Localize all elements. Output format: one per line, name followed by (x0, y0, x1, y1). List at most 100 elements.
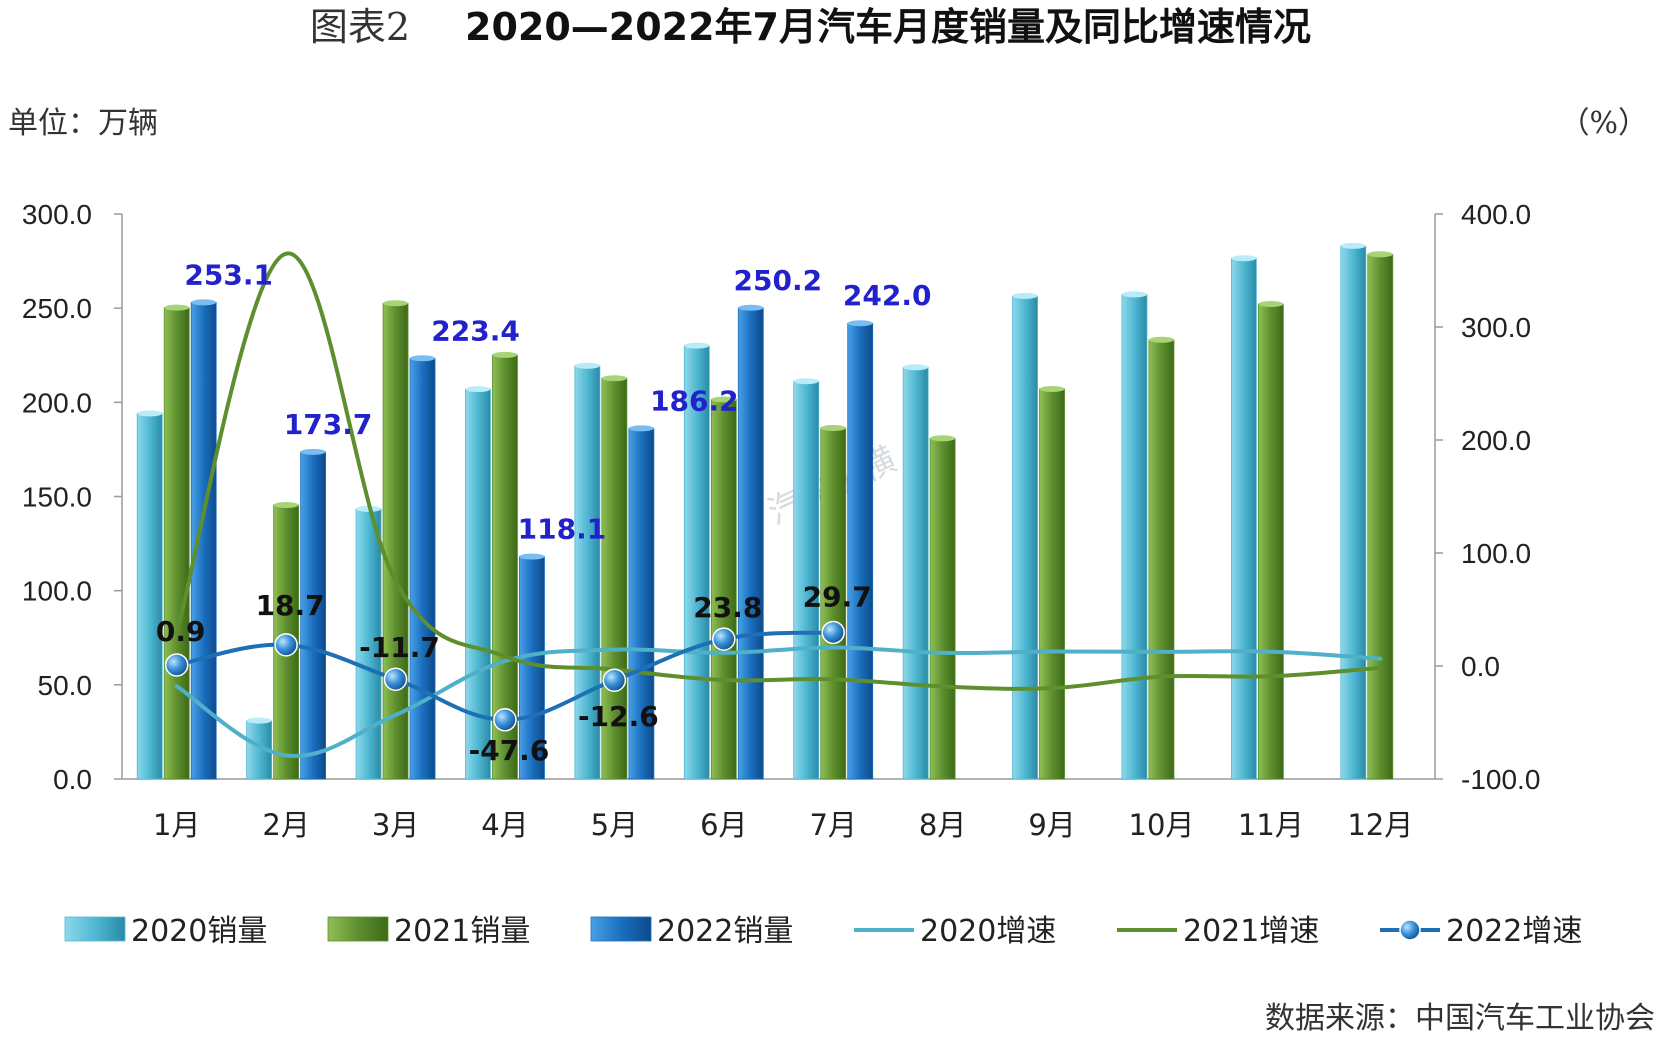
bar (574, 365, 601, 780)
x-tick-label: 10月 (1129, 808, 1195, 842)
legend: 2020销量 2021销量 2022销量 2020增速 2021增速 2022增速 (64, 914, 1582, 949)
right-tick-label: 0.0 (1461, 651, 1500, 682)
legend-swatch-bar (590, 916, 652, 942)
bar (382, 302, 409, 780)
bar-cap (137, 410, 163, 417)
bar (710, 399, 737, 780)
left-axis-unit: 单位：万辆 (8, 106, 158, 141)
bar-cap (738, 304, 764, 311)
bar (190, 301, 217, 780)
x-tick-label: 12月 (1347, 808, 1413, 842)
bar-value-label: 186.2 (650, 384, 739, 417)
data-labels-group: 253.1 173.7 223.4 118.1 186.2 250.2 242.0 0.9 18… (156, 258, 932, 766)
line-value-label: -12.6 (578, 700, 659, 733)
bar (902, 366, 929, 780)
bar-cap (1367, 251, 1393, 258)
line-marker (602, 668, 627, 692)
bar (1012, 295, 1038, 780)
chart-title: 2020—2022年7月汽车月度销量及同比增速情况 (465, 5, 1311, 49)
chart-title-prefix: 图表2 (310, 5, 410, 49)
bar (1230, 257, 1257, 780)
right-tick-label: 400.0 (1461, 199, 1531, 230)
bar-cap (930, 435, 956, 442)
legend-label: 2021销量 (394, 914, 530, 949)
line-value-label: -47.6 (469, 734, 550, 767)
line-value-label: 18.7 (256, 589, 325, 622)
bar-cap (410, 355, 436, 362)
line-series (174, 251, 1383, 691)
line-marker (493, 708, 517, 732)
bar (683, 345, 710, 780)
line-marker (383, 667, 408, 691)
bar-cap (1258, 301, 1284, 308)
bar-value-label: 118.1 (518, 513, 607, 546)
bar (1367, 253, 1394, 780)
bar-cap (383, 300, 409, 307)
x-tick-label: 8月 (919, 808, 966, 842)
left-tick-label: 100.0 (22, 576, 92, 607)
left-tick-label: 50.0 (38, 670, 93, 701)
bar-cap (574, 362, 600, 369)
line-marker (164, 653, 189, 677)
bar-cap (820, 424, 846, 431)
data-source: 数据来源：中国汽车工业协会 (1265, 1001, 1655, 1036)
bar-cap (1039, 385, 1065, 392)
left-tick-label: 150.0 (22, 482, 92, 513)
legend-label: 2020增速 (920, 914, 1056, 949)
bar-cap (1121, 291, 1147, 298)
x-tick-label: 2月 (262, 808, 309, 842)
line-series (174, 645, 1383, 758)
x-tick-label: 6月 (700, 808, 747, 842)
line-marker (712, 627, 736, 651)
x-tick-label: 4月 (481, 808, 528, 842)
bar (1257, 303, 1284, 780)
bar (847, 322, 874, 780)
bar-cap (465, 386, 491, 393)
bar-cap (628, 425, 654, 432)
bar (465, 388, 491, 780)
bar-cap (1231, 255, 1257, 262)
line-value-label: 23.8 (693, 591, 762, 624)
bar (136, 413, 163, 780)
bar-cap (903, 364, 929, 371)
left-tick-label: 0.0 (53, 764, 92, 795)
left-tick-label: 300.0 (22, 199, 92, 230)
bar-cap (191, 299, 217, 306)
legend-label: 2020销量 (131, 914, 267, 949)
left-tick-label: 250.0 (22, 293, 92, 324)
bar-cap (684, 342, 710, 349)
bar (163, 307, 190, 780)
bar-cap (793, 378, 819, 385)
bar-value-label: 173.7 (284, 408, 373, 441)
right-tick-label: 300.0 (1461, 312, 1531, 343)
bar-cap (711, 396, 737, 403)
bar (1039, 388, 1065, 780)
line-series-group (164, 251, 1383, 758)
x-tick-label: 9月 (1028, 808, 1075, 842)
x-tick-label: 5月 (591, 808, 638, 842)
x-tick-label: 1月 (153, 808, 200, 842)
bar-value-label: 253.1 (184, 258, 273, 291)
bar-cap (246, 717, 272, 724)
line-value-label: 0.9 (156, 615, 206, 648)
bar-cap (1012, 292, 1038, 299)
bar (409, 357, 436, 780)
left-tick-label: 200.0 (22, 387, 92, 418)
axes: 0.0 50.0 100.0 150.0 200.0 250.0 300.0 -100.0 0.… (22, 199, 1540, 842)
line-marker (821, 620, 845, 645)
x-tick-label: 11月 (1238, 808, 1304, 842)
bar-cap (519, 553, 545, 560)
legend-swatch-bar (327, 916, 389, 942)
x-tick-label: 7月 (809, 808, 856, 842)
line-value-label: 29.7 (803, 580, 872, 613)
bar-cap (492, 351, 518, 358)
legend-swatch-bar (64, 916, 126, 942)
bar-cap (164, 304, 190, 311)
bar-value-label: 250.2 (734, 264, 823, 297)
bar (737, 307, 764, 780)
bar-cap (273, 501, 299, 508)
legend-label: 2022销量 (657, 914, 793, 949)
bar (1340, 245, 1367, 780)
bar-cap (300, 448, 326, 455)
